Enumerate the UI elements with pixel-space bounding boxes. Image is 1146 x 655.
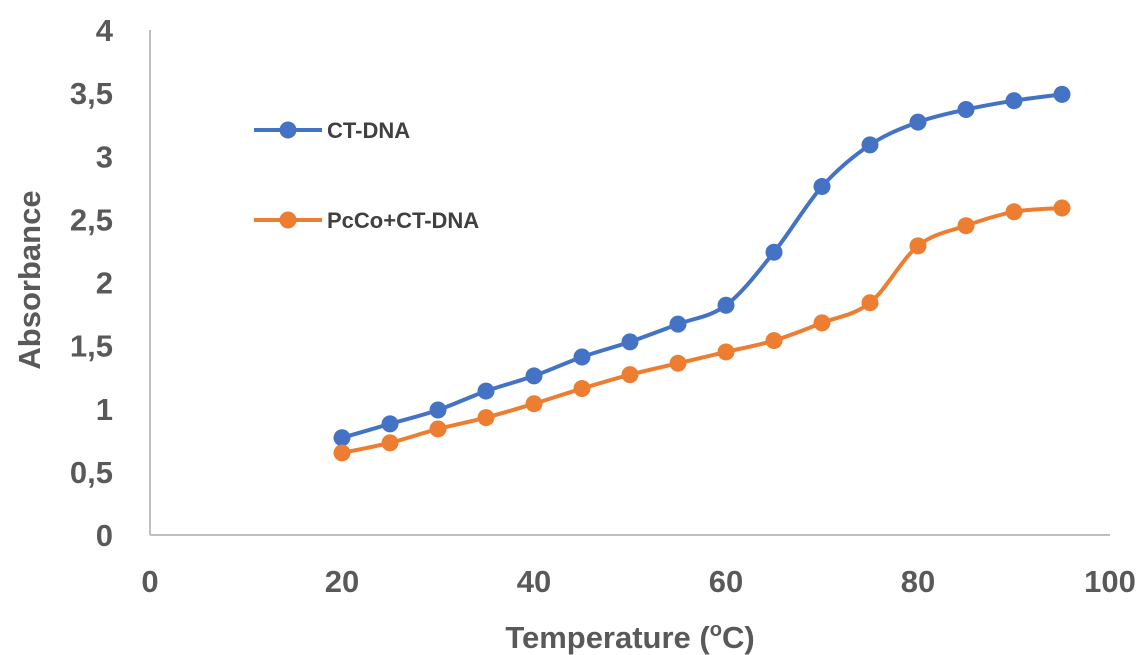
data-point xyxy=(909,237,927,255)
data-point xyxy=(525,395,543,413)
y-tick-label: 0 xyxy=(96,518,113,553)
data-point xyxy=(429,420,447,438)
data-point xyxy=(333,429,351,447)
x-axis-title-superscript: o xyxy=(710,619,722,641)
data-point xyxy=(813,178,831,196)
y-tick-label: 2,5 xyxy=(70,202,113,237)
data-point xyxy=(909,113,927,131)
data-point xyxy=(573,348,591,366)
legend-label: CT-DNA xyxy=(327,118,410,143)
data-point xyxy=(861,136,879,154)
data-point xyxy=(1053,199,1071,217)
data-point xyxy=(621,366,639,384)
data-point xyxy=(333,444,351,462)
x-axis-title: Temperature (oC) xyxy=(505,619,754,655)
y-axis-title: Absorbance xyxy=(12,190,47,369)
data-point xyxy=(669,354,687,372)
data-point xyxy=(1005,92,1023,110)
data-point xyxy=(477,382,495,400)
series-layer xyxy=(333,85,1071,462)
data-point xyxy=(1053,85,1071,103)
data-point xyxy=(813,314,831,332)
x-tick-label: 0 xyxy=(141,564,158,599)
data-point xyxy=(717,296,735,314)
legend-item-2: PcCo+CT-DNA xyxy=(254,208,479,233)
y-tick-label: 2 xyxy=(96,266,113,301)
data-point xyxy=(765,243,783,261)
x-axis-title-end: C) xyxy=(722,620,755,655)
x-tick-label: 60 xyxy=(709,564,743,599)
y-tick-label: 1 xyxy=(96,392,113,427)
series-1 xyxy=(333,85,1071,447)
x-tick-label: 40 xyxy=(517,564,551,599)
y-tick-label: 1,5 xyxy=(70,329,113,364)
data-point xyxy=(861,294,879,312)
data-point xyxy=(477,409,495,427)
data-point xyxy=(765,332,783,350)
data-point xyxy=(381,434,399,452)
series-line xyxy=(341,206,1063,455)
data-point xyxy=(717,343,735,361)
y-tick-label: 0,5 xyxy=(70,455,113,490)
y-tick-label: 4 xyxy=(96,13,114,48)
y-tick-labels: 0 0,5 1 1,5 2 2,5 3 3,5 4 xyxy=(70,13,114,553)
series-line xyxy=(341,92,1063,440)
x-tick-label: 100 xyxy=(1084,564,1136,599)
data-point xyxy=(573,380,591,398)
x-tick-label: 20 xyxy=(325,564,359,599)
data-point xyxy=(429,401,447,419)
y-tick-label: 3,5 xyxy=(70,76,113,111)
x-tick-label: 80 xyxy=(901,564,935,599)
x-axis-title-main: Temperature ( xyxy=(505,620,710,655)
legend-marker xyxy=(279,121,297,139)
legend: CT-DNA PcCo+CT-DNA xyxy=(254,118,479,233)
x-tick-labels: 0 20 40 60 80 100 xyxy=(141,564,1135,599)
data-point xyxy=(621,333,639,351)
legend-label: PcCo+CT-DNA xyxy=(327,208,479,233)
data-point xyxy=(669,315,687,333)
data-point xyxy=(957,101,975,119)
legend-item-1: CT-DNA xyxy=(254,118,410,143)
legend-marker xyxy=(279,211,297,229)
y-tick-label: 3 xyxy=(96,139,113,174)
series-2 xyxy=(333,199,1071,462)
data-point xyxy=(1005,203,1023,221)
axes xyxy=(149,30,1110,536)
data-point xyxy=(525,367,543,385)
data-point xyxy=(381,415,399,433)
data-point xyxy=(957,217,975,235)
